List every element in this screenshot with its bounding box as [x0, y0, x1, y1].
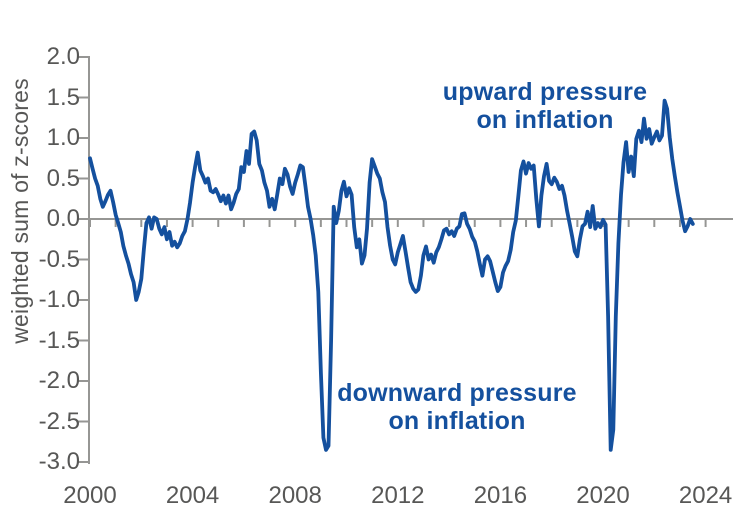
annotation-upward-line2: on inflation: [476, 106, 614, 134]
annotation-upward-line1: upward pressure: [442, 78, 648, 106]
x-tick-label: 2004: [165, 482, 220, 509]
x-tick-label: 2012: [371, 482, 425, 509]
annotation-upward-pressure: upward pressure on inflation: [355, 78, 735, 134]
annotation-downward-line2: on inflation: [388, 407, 526, 435]
y-tick-label: 1.0: [46, 124, 80, 151]
annotation-downward-pressure: downward pressure on inflation: [267, 379, 647, 435]
zscore-series-line: [88, 98, 695, 452]
y-tick-label: -1.5: [38, 326, 80, 354]
x-tick-label: 2000: [63, 482, 117, 509]
y-tick-label: 2.0: [46, 43, 80, 70]
x-tick-label: 2016: [473, 482, 528, 509]
y-tick-label: -2.5: [38, 407, 80, 435]
y-tick-label: -3.0: [38, 448, 80, 475]
x-tick-label: 2024: [678, 482, 733, 509]
annotation-downward-line1: downward pressure: [337, 379, 577, 407]
y-tick-label: 0.5: [46, 164, 80, 192]
x-tick-label: 2008: [268, 482, 322, 509]
y-tick-label: 0.0: [46, 205, 80, 232]
y-tick-label: 1.5: [46, 83, 80, 111]
y-tick-label: -1.0: [38, 286, 80, 313]
y-tick-label: -2.0: [38, 367, 80, 394]
y-tick-label: -0.5: [38, 245, 80, 273]
x-tick-label: 2020: [576, 482, 630, 509]
